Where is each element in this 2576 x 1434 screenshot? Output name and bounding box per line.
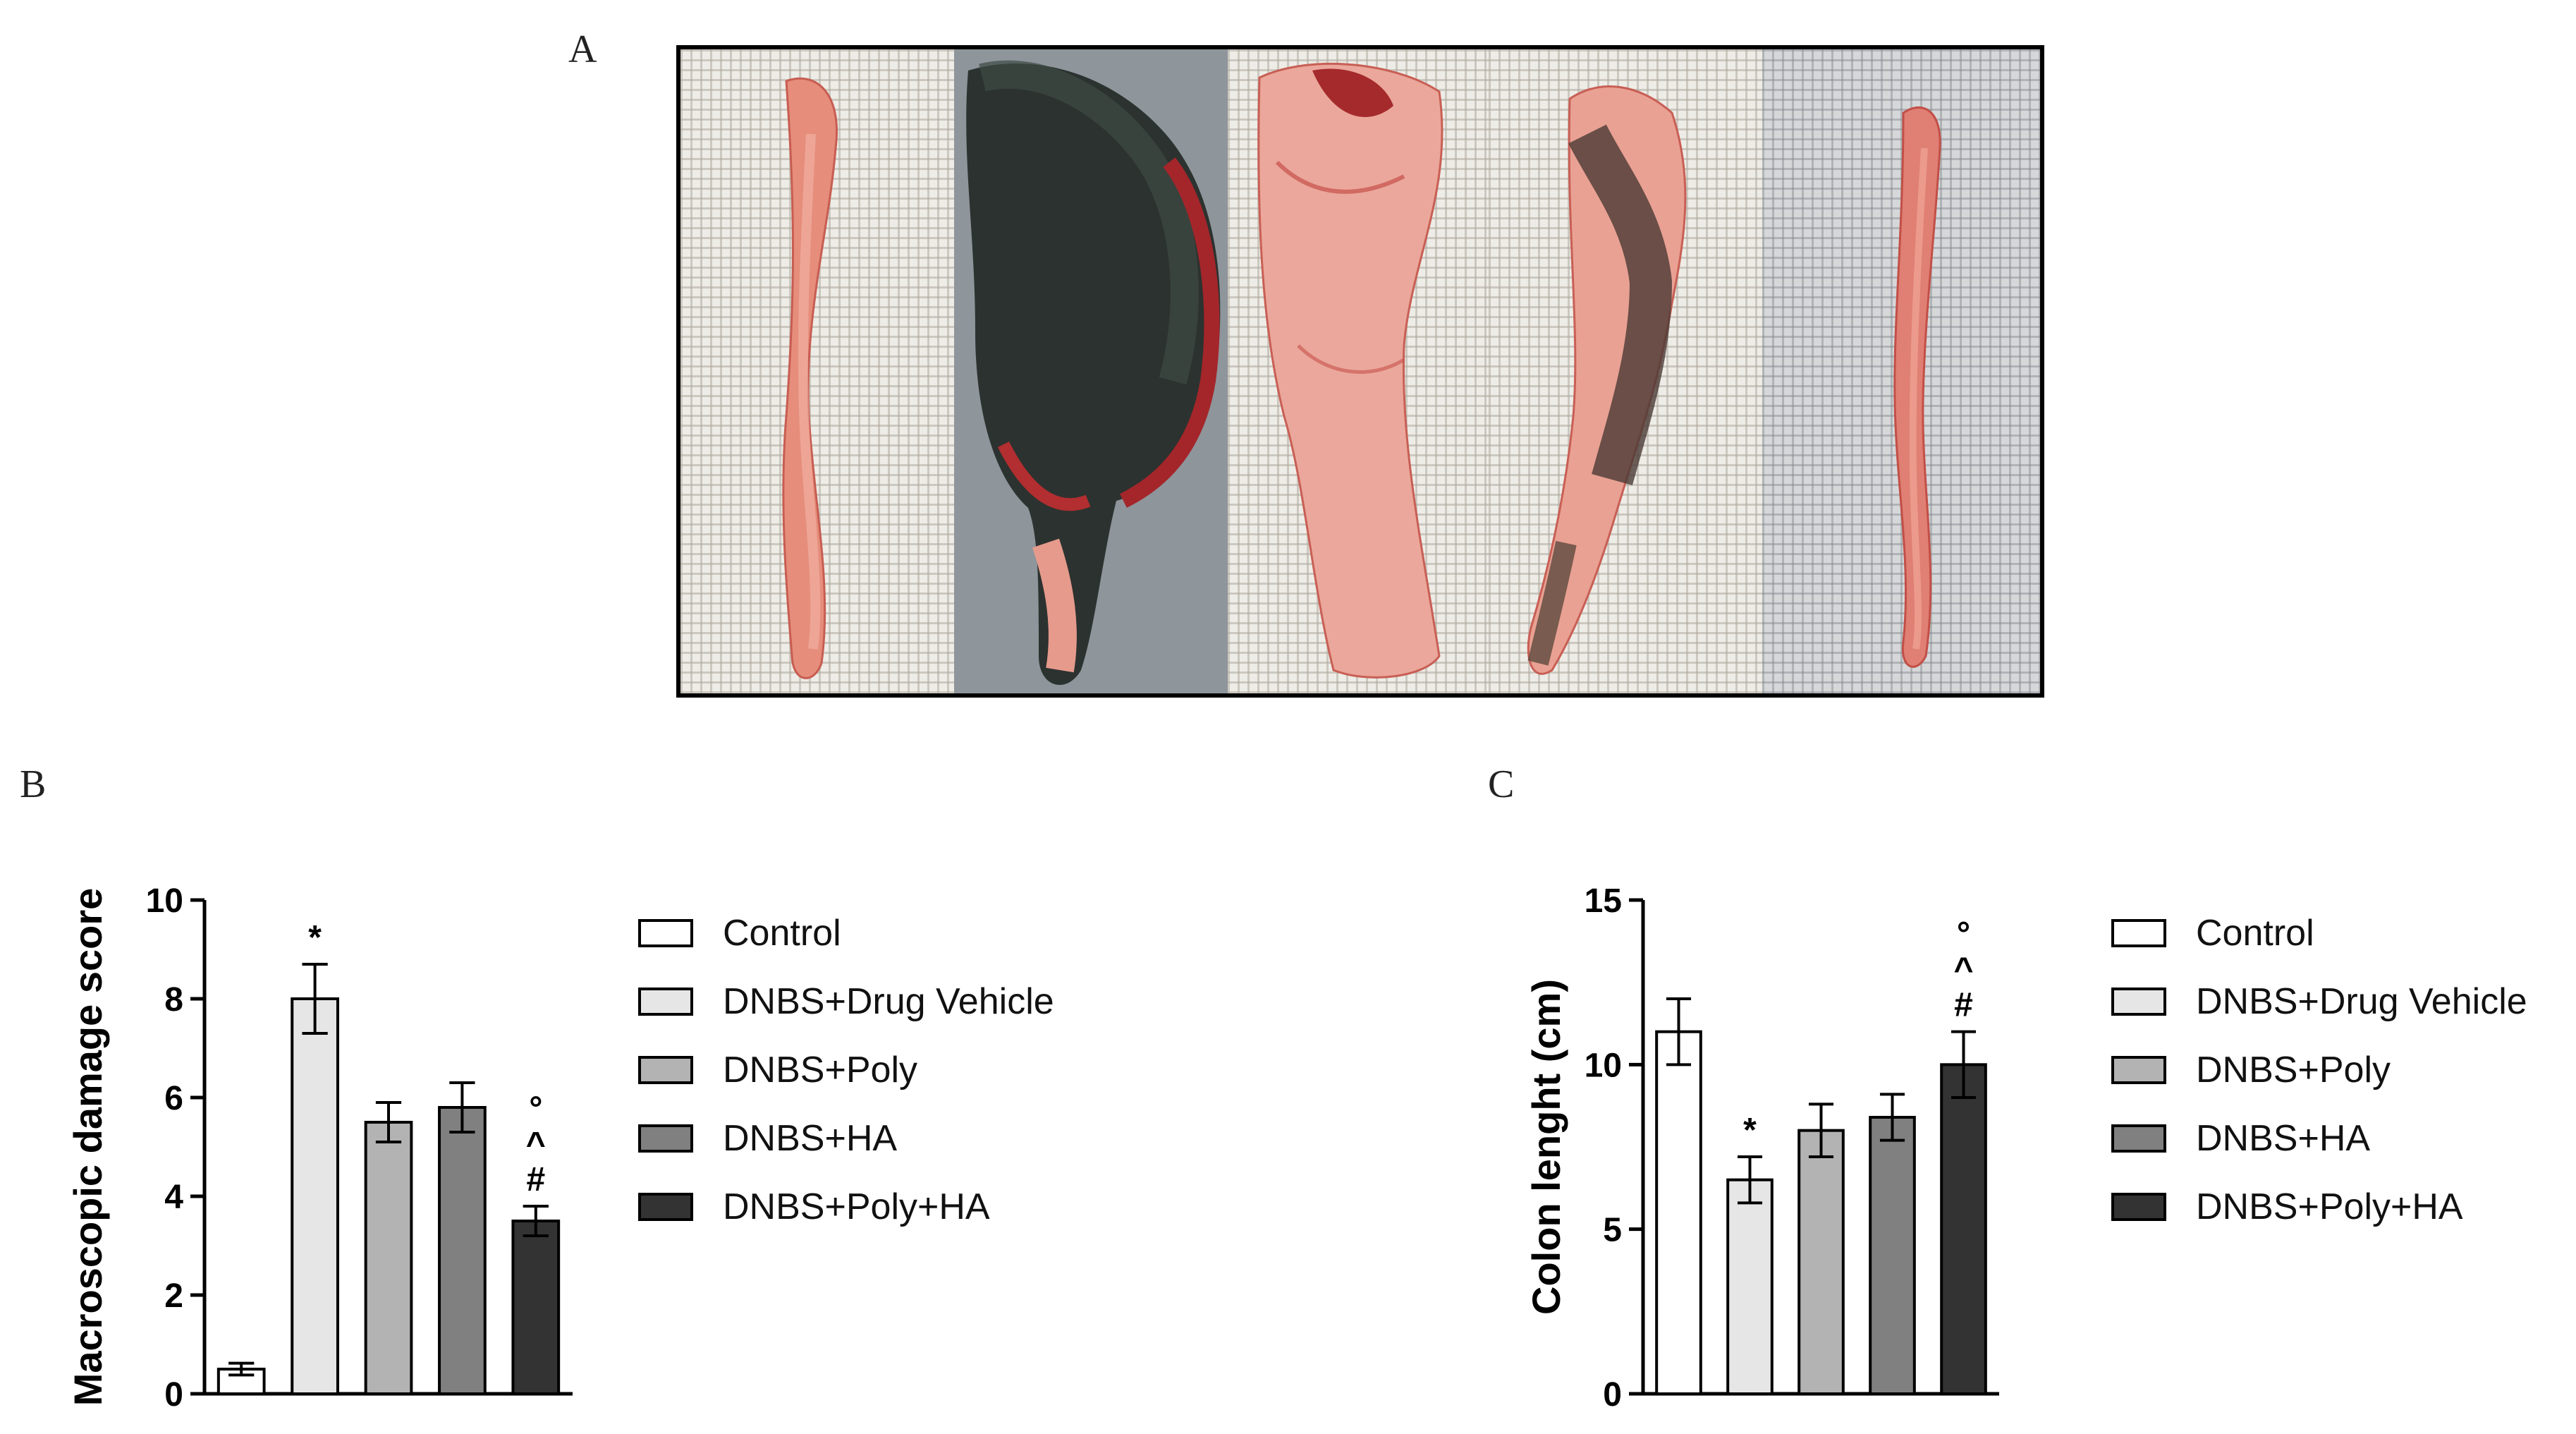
colon-specimen-photo <box>676 45 2044 698</box>
y-tick-label: 8 <box>164 981 183 1019</box>
legend-label: DNBS+Drug Vehicle <box>723 980 1054 1022</box>
bar <box>1869 1116 1916 1395</box>
legend-item-control: Control <box>638 899 1054 967</box>
legend-swatch <box>638 1055 693 1084</box>
legend-label: DNBS+HA <box>2196 1117 2371 1159</box>
y-tick-label: 15 <box>1585 882 1622 920</box>
bar <box>438 1106 487 1395</box>
significance-marker: * <box>1743 1112 1757 1149</box>
bar <box>291 997 339 1395</box>
bar <box>1797 1129 1845 1395</box>
significance-marker: # <box>1954 987 1973 1024</box>
specimen-dnbs-vehicle <box>954 49 1228 693</box>
legend-swatch <box>2111 1124 2166 1153</box>
legend-item-dnbs-poly-ha: DNBS+Poly+HA <box>2111 1172 2527 1241</box>
y-tick-label: 0 <box>1603 1376 1622 1414</box>
legend-label: Control <box>723 912 841 954</box>
legend-item-dnbs-drug-vehicle: DNBS+Drug Vehicle <box>2111 967 2527 1035</box>
legend-label: Control <box>2196 912 2314 954</box>
bar <box>511 1220 561 1395</box>
legend-label: DNBS+Poly+HA <box>723 1186 990 1227</box>
specimen-dnbs-poly <box>1228 49 1489 693</box>
legend-label: DNBS+Poly <box>723 1049 917 1090</box>
specimen-dnbs-poly-ha <box>1762 49 2040 693</box>
specimen-control <box>680 49 954 693</box>
legend-panel-c: Control DNBS+Drug Vehicle DNBS+Poly DNBS… <box>2111 899 2527 1241</box>
panel-label-a: A <box>568 28 597 71</box>
y-tick-label: 2 <box>164 1277 183 1315</box>
panel-label-b: B <box>20 762 47 806</box>
legend-label: DNBS+Drug Vehicle <box>2196 980 2527 1022</box>
legend-item-dnbs-poly: DNBS+Poly <box>2111 1035 2527 1104</box>
macroscopic-damage-chart: Macroscopic damage score 0 2 4 6 8 10 * #^° <box>66 882 573 1414</box>
panel-label-c: C <box>1488 762 1515 806</box>
legend-swatch <box>638 1192 693 1221</box>
legend-swatch <box>2111 918 2166 947</box>
bar <box>1726 1178 1774 1395</box>
colon-length-chart: Colon lenght (cm) 0 5 10 15 * #^° <box>1524 882 1999 1414</box>
significance-marker: ° <box>529 1090 542 1128</box>
legend-swatch <box>2111 987 2166 1016</box>
significance-marker: ^ <box>526 1126 546 1163</box>
legend-swatch <box>638 1124 693 1153</box>
bar <box>364 1121 413 1395</box>
legend-item-dnbs-poly: DNBS+Poly <box>638 1035 1054 1104</box>
legend-swatch <box>2111 1192 2166 1221</box>
legend-swatch <box>638 918 693 947</box>
legend-swatch <box>2111 1055 2166 1084</box>
y-axis-label: Colon lenght (cm) <box>1524 979 1568 1315</box>
legend-item-dnbs-ha: DNBS+HA <box>638 1104 1054 1172</box>
specimen-dnbs-ha <box>1489 49 1762 693</box>
y-tick-label: 0 <box>164 1376 183 1414</box>
legend-item-dnbs-drug-vehicle: DNBS+Drug Vehicle <box>638 967 1054 1035</box>
significance-marker: ^ <box>1953 952 1973 989</box>
legend-panel-b: Control DNBS+Drug Vehicle DNBS+Poly DNBS… <box>638 899 1054 1241</box>
significance-marker: * <box>308 919 322 956</box>
y-axis-label: Macroscopic damage score <box>66 888 110 1406</box>
y-tick-label: 4 <box>164 1179 183 1216</box>
bar <box>1940 1063 1987 1395</box>
bar <box>1655 1030 1702 1395</box>
y-tick-label: 5 <box>1603 1212 1622 1249</box>
significance-marker: ° <box>1957 916 1970 954</box>
significance-marker: # <box>526 1161 545 1198</box>
y-tick-label: 6 <box>164 1080 183 1117</box>
legend-item-dnbs-poly-ha: DNBS+Poly+HA <box>638 1172 1054 1241</box>
legend-label: DNBS+HA <box>723 1117 898 1159</box>
y-tick-label: 10 <box>146 882 183 920</box>
legend-label: DNBS+Poly+HA <box>2196 1186 2463 1227</box>
legend-item-control: Control <box>2111 899 2527 967</box>
legend-label: DNBS+Poly <box>2196 1049 2391 1090</box>
y-tick-label: 10 <box>1585 1047 1622 1084</box>
legend-item-dnbs-ha: DNBS+HA <box>2111 1104 2527 1172</box>
legend-swatch <box>638 987 693 1016</box>
